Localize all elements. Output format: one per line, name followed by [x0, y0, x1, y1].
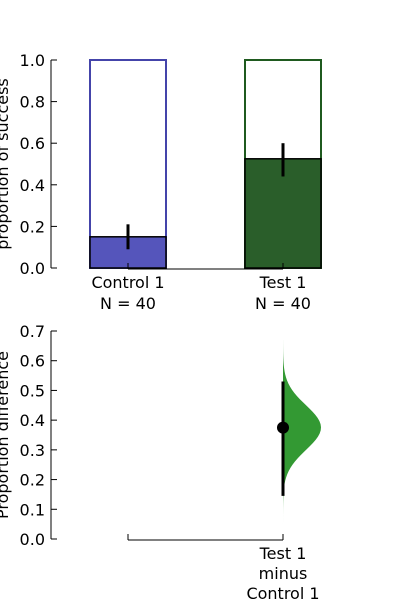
y-tick-label: 1.0	[20, 51, 45, 70]
difference-panel: 0.0 0.1 0.2 0.3 0.4 0.5 0.6 0.7 Test 1minusCont…	[0, 322, 321, 600]
y-tick-label: 0.5	[20, 381, 45, 400]
y-tick-label: 0.0	[20, 530, 45, 549]
y-tick-label: 0.6	[20, 352, 45, 371]
y-ticks: 0.0 0.2 0.4 0.6 0.8 1.0	[20, 51, 57, 278]
comparison-label-line: Control 1	[246, 584, 319, 600]
x-tick-n-label: N = 40	[100, 294, 156, 313]
y-axis-title: proportion of success	[0, 78, 12, 250]
y-tick-label: 0.7	[20, 322, 45, 341]
difference-point-estimate	[277, 421, 289, 434]
y-tick-label: 0.3	[20, 441, 45, 460]
y-tick-label: 0.8	[20, 93, 45, 112]
proportion-bars	[89, 59, 322, 269]
comparison-label-line: minus	[259, 564, 308, 583]
proportion-panel: 0.0 0.2 0.4 0.6 0.8 1.0 Control 1 N = 40 Test 1…	[0, 51, 322, 313]
x-tick-n-label: N = 40	[255, 294, 311, 313]
y-axis-title: Proportion difference	[0, 351, 12, 519]
y-tick-label: 0.4	[20, 411, 45, 430]
difference-distribution	[283, 339, 321, 528]
y-tick-label: 0.2	[20, 471, 45, 490]
y-tick-label: 0.1	[20, 500, 45, 519]
x-tick-label: Test 1	[259, 273, 307, 292]
y-tick-label: 0.6	[20, 134, 45, 153]
proportion-error-bars	[126, 143, 285, 250]
x-tick-label: Control 1	[91, 273, 164, 292]
x-ticks: Control 1 N = 40 Test 1 N = 40	[91, 263, 311, 313]
y-ticks: 0.0 0.1 0.2 0.3 0.4 0.5 0.6 0.7	[20, 322, 57, 549]
y-tick-label: 0.4	[20, 176, 45, 195]
y-tick-label: 0.0	[20, 259, 45, 278]
y-tick-label: 0.2	[20, 217, 45, 236]
comparison-label-line: Test 1	[259, 544, 307, 563]
